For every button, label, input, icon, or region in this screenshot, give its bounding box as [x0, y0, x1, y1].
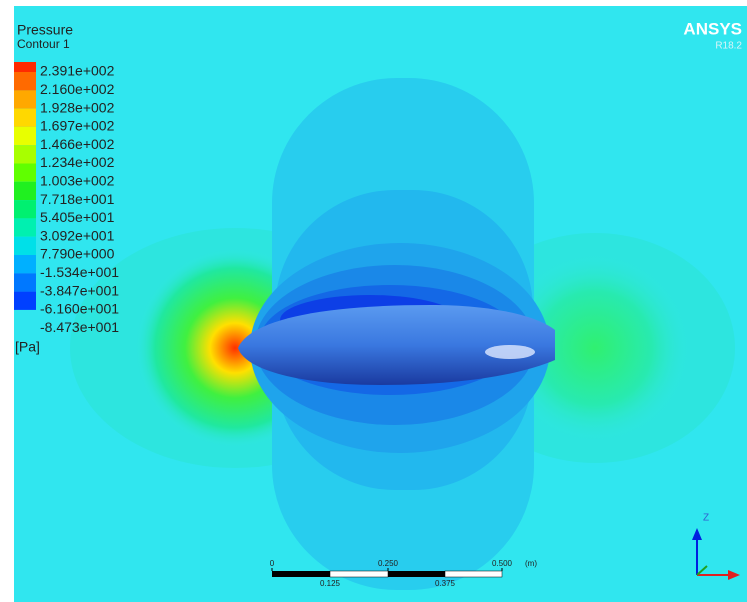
legend-band	[14, 273, 36, 291]
scale-unit: (m)	[525, 559, 537, 568]
legend-subtitle: Contour 1	[17, 37, 70, 51]
scale-label: 0.250	[378, 559, 399, 568]
legend-band	[14, 200, 36, 218]
viewport: Pressure Contour 1 [Pa] 2.391e+002 2.160e…	[0, 0, 747, 602]
legend-band	[14, 90, 36, 108]
legend-label: 1.234e+002	[40, 154, 115, 170]
legend-band	[14, 218, 36, 236]
legend-label: 7.790e+000	[40, 246, 115, 262]
legend-label: -8.473e+001	[40, 319, 119, 335]
legend-label: 2.391e+002	[40, 63, 115, 79]
legend-label: 1.928e+002	[40, 99, 115, 115]
legend-band	[14, 145, 36, 163]
legend-label: 7.718e+001	[40, 191, 115, 207]
scale-label: 0	[270, 559, 275, 568]
legend-band	[14, 292, 36, 310]
scale-label: 0.375	[435, 579, 456, 588]
legend-band	[14, 182, 36, 200]
legend-band	[14, 109, 36, 127]
legend-band	[14, 255, 36, 273]
legend-band	[14, 72, 36, 90]
legend-label: -3.847e+001	[40, 282, 119, 298]
legend-band	[14, 127, 36, 145]
legend-label: 2.160e+002	[40, 81, 115, 97]
legend-band	[14, 237, 36, 255]
legend-label: 3.092e+001	[40, 227, 115, 243]
legend-label: 1.466e+002	[40, 136, 115, 152]
scale-label: 0.500	[492, 559, 513, 568]
legend-label: 5.405e+001	[40, 209, 115, 225]
version: R18.2	[715, 41, 742, 52]
legend-label: 1.697e+002	[40, 118, 115, 134]
brand: ANSYS	[683, 19, 742, 38]
legend-unit: [Pa]	[15, 339, 40, 355]
legend: Pressure Contour 1 [Pa] 2.391e+002 2.160e…	[14, 22, 119, 355]
legend-label: -1.534e+001	[40, 264, 119, 280]
legend-band	[14, 164, 36, 182]
legend-label: -6.160e+001	[40, 301, 119, 317]
legend-title: Pressure	[17, 22, 73, 38]
legend-label: 1.003e+002	[40, 173, 115, 189]
axis-z: Z	[703, 513, 709, 524]
scale-label: 0.125	[320, 579, 341, 588]
